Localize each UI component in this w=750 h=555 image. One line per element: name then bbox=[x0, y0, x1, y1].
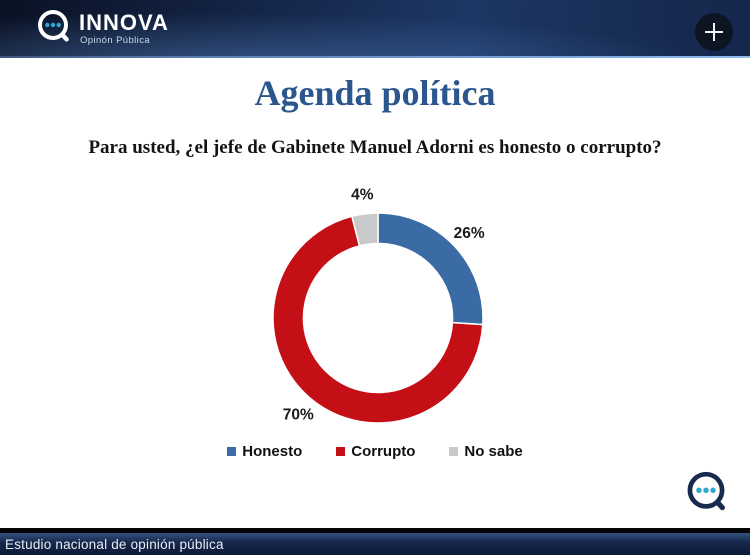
brand-logo: INNOVA Opinón Pública bbox=[33, 7, 169, 49]
data-label-no-sabe: 4% bbox=[351, 186, 374, 203]
legend-swatch-icon bbox=[336, 447, 346, 456]
legend-swatch-icon bbox=[449, 447, 459, 456]
legend-swatch-icon bbox=[227, 447, 237, 456]
plus-icon bbox=[713, 23, 715, 41]
donut-segment-no-sabe bbox=[350, 212, 379, 247]
plus-button[interactable] bbox=[695, 13, 733, 51]
data-label-corrupto: 70% bbox=[283, 407, 314, 424]
footer-divider bbox=[0, 528, 750, 533]
page-title: Agenda política bbox=[254, 73, 496, 113]
innova-q-speech-bubble-icon bbox=[38, 10, 69, 42]
legend-label: No sabe bbox=[464, 443, 523, 460]
legend-item-corrupto: Corrupto bbox=[336, 443, 415, 460]
legend-item-honesto: Honesto bbox=[227, 443, 302, 460]
survey-question: Para usted, ¿el jefe de Gabinete Manuel … bbox=[88, 137, 662, 158]
legend-label: Corrupto bbox=[351, 443, 416, 460]
legend-item-no-sabe: No sabe bbox=[449, 443, 523, 460]
donut-segment-corrupto bbox=[272, 215, 484, 424]
brand-subtitle: Opinón Pública bbox=[80, 34, 151, 46]
header-bar: INNOVA Opinón Pública bbox=[0, 0, 750, 58]
legend-label: Honesto bbox=[242, 443, 303, 460]
chart-legend: Honesto Corrupto No sabe bbox=[0, 443, 750, 460]
brand-name: INNOVA bbox=[79, 9, 169, 35]
innova-q-speech-bubble-icon bbox=[687, 471, 725, 511]
footer-bar: Estudio nacional de opinión pública bbox=[0, 533, 750, 555]
footer-caption: Estudio nacional de opinión pública bbox=[5, 536, 224, 552]
data-label-honesto: 26% bbox=[454, 225, 485, 242]
brand-text: INNOVA Opinón Pública bbox=[79, 9, 169, 46]
donut-chart: 26% 70% 4% bbox=[272, 186, 485, 424]
